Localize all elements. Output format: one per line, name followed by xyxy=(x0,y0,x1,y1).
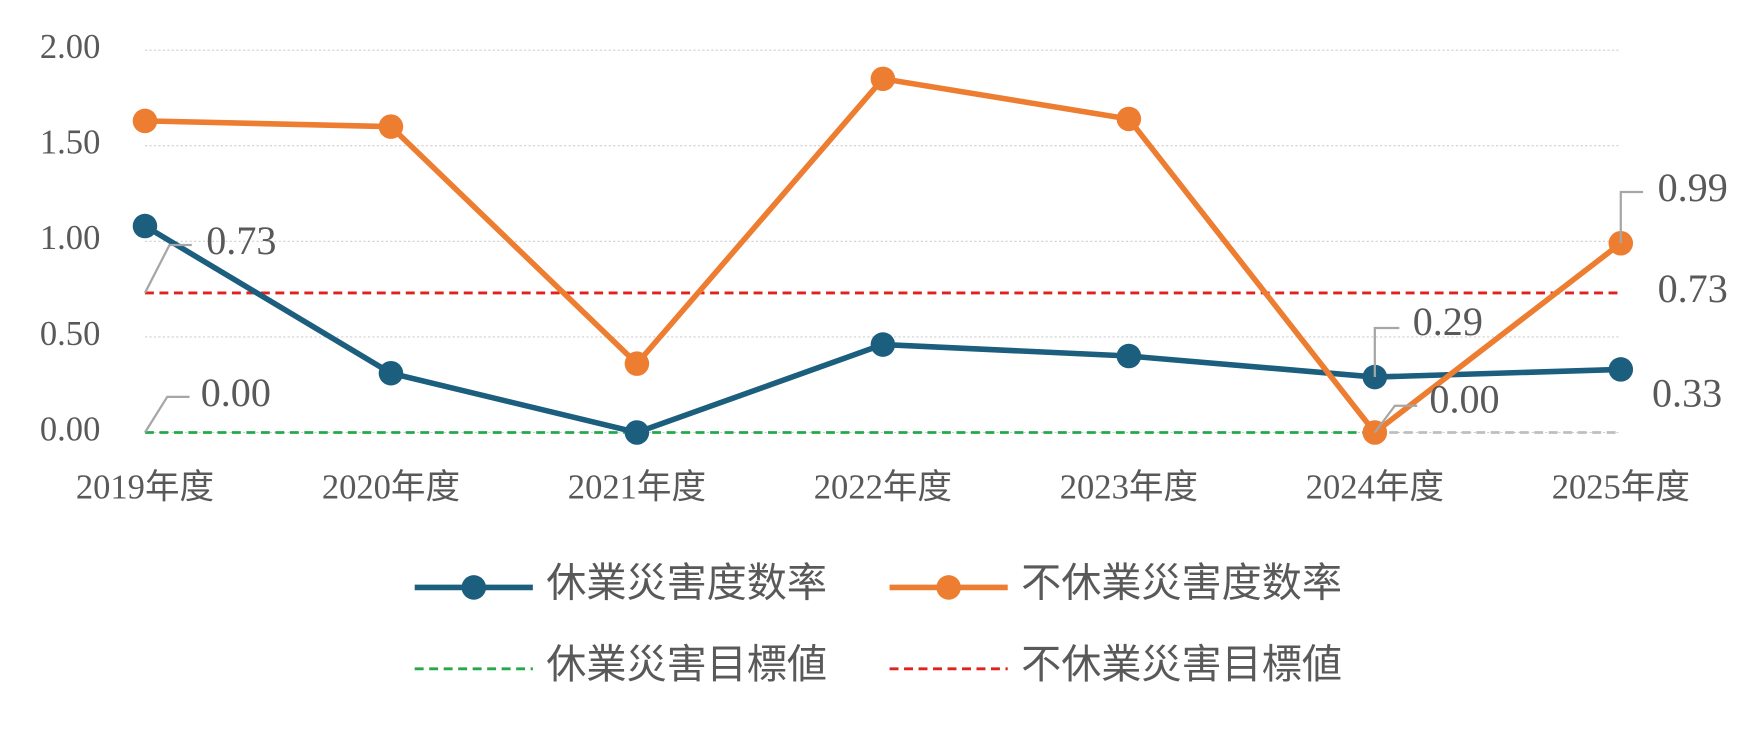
y-tick-label: 1.50 xyxy=(40,124,100,162)
legend-item: 休業災害度数率 xyxy=(414,561,827,606)
legend-label: 休業災害度数率 xyxy=(546,561,827,606)
point xyxy=(132,108,158,134)
legend-label: 不休業災害目標値 xyxy=(1021,642,1342,687)
legend-item: 不休業災害目標値 xyxy=(889,642,1342,687)
legend-item: 不休業災害度数率 xyxy=(889,561,1342,606)
leader-line xyxy=(1373,326,1400,378)
x-tick-label: 2024年度 xyxy=(1306,468,1444,506)
x-tick-label: 2019年度 xyxy=(76,468,214,506)
legend-label: 休業災害目標値 xyxy=(546,642,827,687)
data-label: 0.33 xyxy=(1652,370,1722,415)
data-label: 0.00 xyxy=(201,370,271,415)
point xyxy=(132,213,158,239)
y-tick-label: 0.00 xyxy=(40,410,100,448)
data-label: 0.73 xyxy=(206,218,276,263)
data-label: 0.29 xyxy=(1413,299,1483,344)
legend-item: 休業災害目標値 xyxy=(414,642,827,687)
point xyxy=(1608,357,1634,382)
legend-marker xyxy=(461,575,487,600)
y-tick-label: 2.00 xyxy=(40,28,100,66)
x-tick-label: 2020年度 xyxy=(322,468,460,506)
legend-label: 不休業災害度数率 xyxy=(1021,561,1342,606)
point xyxy=(870,66,896,92)
y-tick-label: 0.50 xyxy=(40,315,100,353)
point xyxy=(624,351,650,376)
series-line xyxy=(144,76,1623,436)
point xyxy=(1116,106,1142,132)
point xyxy=(378,114,404,139)
leader-line xyxy=(144,395,190,434)
x-tick-label: 2021年度 xyxy=(568,468,706,506)
data-label: 0.00 xyxy=(1429,377,1499,422)
data-label: 0.99 xyxy=(1658,165,1728,210)
leader-line xyxy=(1373,404,1418,434)
series-line xyxy=(143,223,1621,436)
leader-line xyxy=(1619,190,1644,244)
point xyxy=(624,420,650,445)
x-tick-label: 2025年度 xyxy=(1552,468,1690,506)
x-tick-label: 2022年度 xyxy=(814,468,952,506)
point xyxy=(1116,343,1142,369)
data-label: 0.73 xyxy=(1658,266,1728,311)
legend-marker xyxy=(936,575,961,600)
y-tick-label: 1.00 xyxy=(40,219,100,257)
leader-line xyxy=(143,243,192,294)
point xyxy=(378,360,404,386)
point xyxy=(870,332,896,357)
x-tick-label: 2023年度 xyxy=(1060,468,1198,506)
